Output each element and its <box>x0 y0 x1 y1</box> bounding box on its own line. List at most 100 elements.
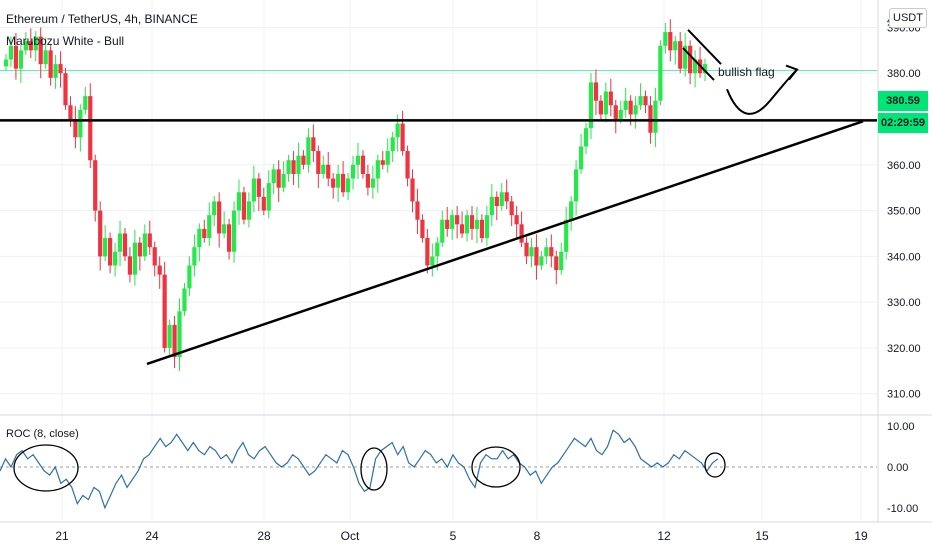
candle-body <box>350 164 356 179</box>
candle-body <box>152 247 157 266</box>
candle-body <box>479 219 485 239</box>
candle-body <box>336 173 341 188</box>
candle-body <box>88 96 93 161</box>
price-tick-label: 310.00 <box>887 389 921 401</box>
candle-body <box>18 50 23 69</box>
candle-body <box>291 160 296 174</box>
candle-body <box>499 192 504 206</box>
flag-upper-line <box>687 29 722 65</box>
roc-highlight-ellipse <box>471 446 521 488</box>
candle-body <box>142 233 147 257</box>
price-tick-label: 350.00 <box>887 206 921 218</box>
candle-body <box>286 160 291 174</box>
candle-body <box>578 146 584 170</box>
roc-highlight-ellipse <box>13 444 79 492</box>
candle-body <box>643 96 648 106</box>
candle-body <box>430 256 435 266</box>
candle-body <box>514 215 519 225</box>
candle-body <box>217 201 222 234</box>
candle-body <box>108 238 113 266</box>
time-tick-label[interactable]: 12 <box>657 529 671 543</box>
time-tick-label[interactable]: 15 <box>755 529 769 543</box>
indicator-title[interactable]: Marubozu White - Bull <box>6 34 125 48</box>
candle-body <box>692 59 698 74</box>
candle-body <box>613 105 618 120</box>
price-tick-label: 340.00 <box>887 251 921 263</box>
last-price-tag-bg <box>878 91 928 111</box>
candle-body <box>673 41 678 51</box>
candle-body <box>380 160 385 165</box>
time-tick-label[interactable]: Oct <box>341 529 360 543</box>
ascending-trendline <box>146 120 864 366</box>
candle-body <box>266 183 271 211</box>
candle-body <box>608 91 613 106</box>
candle-body <box>678 41 683 69</box>
time-tick-label[interactable]: 8 <box>534 529 541 543</box>
candle-body <box>3 59 9 67</box>
candle-body <box>8 45 14 60</box>
candle-body <box>331 178 336 188</box>
candle-body <box>202 228 207 239</box>
candle-body <box>167 325 172 348</box>
candle-body <box>400 123 405 152</box>
time-tick-label[interactable]: 28 <box>257 529 271 543</box>
candle-body <box>588 82 594 129</box>
candle-body <box>316 151 321 174</box>
time-tick-label[interactable]: 21 <box>55 529 69 543</box>
candle-body <box>653 100 658 133</box>
candle-body <box>425 238 430 266</box>
candle-body <box>48 50 53 78</box>
candle-body <box>440 219 445 243</box>
candle-body <box>623 100 628 110</box>
price-tick-label: 320.00 <box>887 343 921 355</box>
candle-body <box>445 219 450 229</box>
candle-body <box>251 178 256 202</box>
candle-body <box>162 274 167 348</box>
candle-body <box>544 247 549 257</box>
candle-body <box>534 247 539 266</box>
candle-body <box>306 137 311 165</box>
candle-body <box>127 256 133 275</box>
candle-body <box>569 201 574 220</box>
roc-tick-label: 10.00 <box>887 421 915 433</box>
candle-body <box>509 201 514 216</box>
candle-body <box>598 100 603 115</box>
candle-body <box>172 325 177 358</box>
candle-body <box>474 219 480 229</box>
time-tick-label[interactable]: 19 <box>854 529 868 543</box>
candle-body <box>63 73 68 106</box>
candle-body <box>603 91 608 115</box>
candle-body <box>420 219 425 239</box>
candle-body <box>455 215 460 225</box>
candle-body <box>504 192 509 202</box>
time-tick-label[interactable]: 5 <box>450 529 457 543</box>
candle-body <box>559 251 564 271</box>
currency-button[interactable]: USDT <box>889 8 927 28</box>
bullish-flag-annotation: bullish flag <box>718 65 775 79</box>
candle-body <box>524 242 529 257</box>
candle-body <box>73 119 78 138</box>
candle-body <box>212 201 217 216</box>
candle-body <box>395 123 400 138</box>
candle-body <box>83 96 88 110</box>
time-tick-label[interactable]: 24 <box>145 529 159 543</box>
candle-body <box>370 178 375 188</box>
candle-body <box>435 242 440 257</box>
candle-body <box>53 64 58 78</box>
symbol-title[interactable]: Ethereum / TetherUS, 4h, BINANCE <box>6 12 198 26</box>
candle-body <box>236 192 242 211</box>
candle-body <box>583 128 589 147</box>
candle-body <box>489 196 494 216</box>
projection-arrow-head <box>785 64 799 81</box>
candle-body <box>13 45 19 69</box>
candle-body <box>226 224 232 252</box>
candle-body <box>326 164 331 179</box>
roc-panel-label[interactable]: ROC (8, close) <box>6 428 79 440</box>
candle-body <box>122 233 128 257</box>
candle-body <box>132 242 137 275</box>
candle-body <box>311 137 316 152</box>
candle-body <box>405 151 410 179</box>
candle-body <box>459 224 465 234</box>
countdown-tag-bg <box>878 113 928 133</box>
candle-body <box>355 155 361 165</box>
